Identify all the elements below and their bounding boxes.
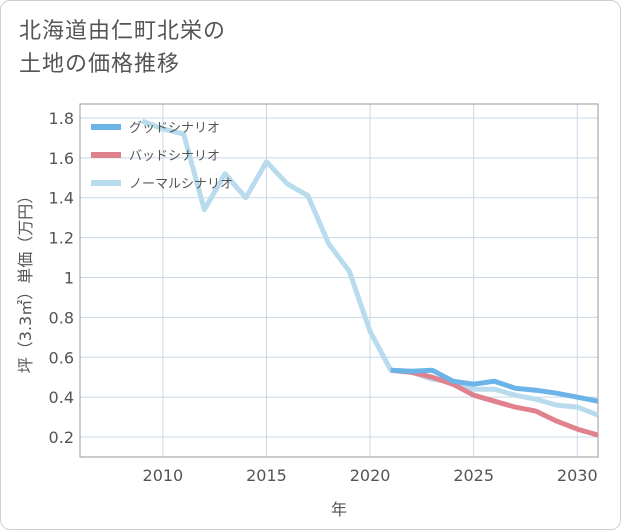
y-axis-label: 坪（3.3㎡）単価（万円） [16,188,35,373]
series-layer [141,118,599,438]
x-tick-label: 2015 [246,466,287,485]
x-tick-label: 2030 [557,466,598,485]
chart-title: 北海道由仁町北栄の 土地の価格推移 [19,15,226,81]
grid-lines [80,104,598,457]
y-tick-label: 1 [64,269,74,288]
x-axis-label: 年 [331,500,347,519]
x-tick-label: 2010 [143,466,184,485]
y-tick-label: 0.4 [49,388,74,407]
x-tick-label: 2020 [350,466,391,485]
title-line-1: 北海道由仁町北栄の [19,19,227,44]
plot-area-frame [79,103,599,458]
legend-label: グッドシナリオ [129,121,220,136]
y-tick-label: 0.6 [49,348,74,367]
y-tick-label: 1.2 [49,229,74,248]
title-line-2: 土地の価格推移 [19,52,181,77]
legend-label: ノーマルシナリオ [129,177,233,192]
y-tick-label: 1.8 [49,109,74,128]
y-tick-label: 0.2 [49,428,74,447]
series-line-1 [390,367,599,438]
y-tick-label: 1.4 [49,189,74,208]
legend-label: バッドシナリオ [129,149,220,164]
tick-labels: 2010 2015 2020 2025 2030 0.2 0.4 0.6 0.8 1 1.2 1.4 1… [49,109,598,485]
series-line-0 [390,367,599,404]
x-tick-label: 2025 [453,466,494,485]
y-tick-label: 0.8 [49,308,74,327]
series-line-2 [141,118,599,418]
y-tick-label: 1.6 [49,149,74,168]
